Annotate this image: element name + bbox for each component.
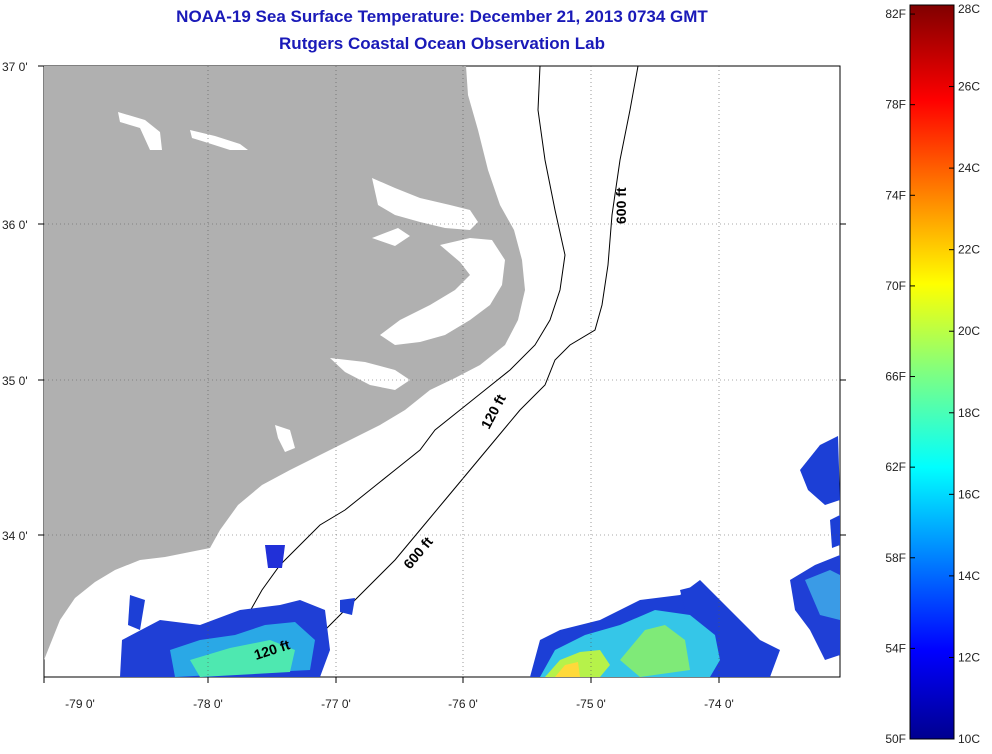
colorbar-celsius-label: 26C: [958, 80, 980, 94]
colorbar-celsius-label: 10C: [958, 732, 980, 746]
lon-label: -76 0': [448, 697, 478, 711]
colorbar-fahrenheit-label: 74F: [885, 188, 906, 202]
lon-label: -78 0': [193, 697, 223, 711]
neuse-river: [330, 358, 410, 390]
inland-lake-2: [190, 130, 248, 150]
lat-label: 34 0': [2, 529, 28, 543]
albemarle-sound: [372, 178, 478, 230]
colorbar: [909, 4, 955, 740]
colorbar-celsius-label: 24C: [958, 161, 980, 175]
map-subtitle: Rutgers Coastal Ocean Observation Lab: [279, 34, 605, 53]
colorbar-celsius-label: 14C: [958, 569, 980, 583]
sst-data-patches: [120, 436, 840, 677]
colorbar-ticks: [910, 4, 954, 740]
map-title: NOAA-19 Sea Surface Temperature: Decembe…: [176, 7, 708, 26]
lake-mattamuskeet: [372, 228, 410, 246]
colorbar-fahrenheit-label: 66F: [885, 370, 906, 384]
colorbar-celsius-label: 18C: [958, 406, 980, 420]
inland-lake-1: [118, 112, 162, 150]
colorbar-fahrenheit-label: 58F: [885, 551, 906, 565]
colorbar-fahrenheit-label: 50F: [885, 732, 906, 746]
lat-label: 35 0': [2, 374, 28, 388]
colorbar-fahrenheit-label: 62F: [885, 460, 906, 474]
contour-line-120ft: [209, 66, 566, 677]
lon-label: -75 0': [576, 697, 606, 711]
frame-ticks: [38, 65, 846, 683]
lat-label: 36 0': [2, 218, 28, 232]
colorbar-fahrenheit-label: 78F: [885, 98, 906, 112]
colorbar-celsius-label: 12C: [958, 650, 980, 664]
map-grid: [44, 66, 840, 677]
cape-fear-river: [275, 425, 295, 452]
lon-label: -77 0': [321, 697, 351, 711]
pamlico-sound: [380, 238, 505, 345]
colorbar-celsius-label: 22C: [958, 243, 980, 257]
lon-label: -74 0': [704, 697, 734, 711]
colorbar-celsius-labels: 28C 26C 24C 22C 20C 18C 16C 14C 12C 10C: [958, 2, 980, 746]
colorbar-fahrenheit-labels: 82F 78F 74F 70F 66F 62F 58F 54F 50F: [885, 7, 906, 746]
lat-label: 37 0': [2, 60, 28, 74]
colorbar-fahrenheit-label: 54F: [885, 641, 906, 655]
contour-label-top-600: 600 ft: [613, 187, 629, 224]
colorbar-fahrenheit-label: 70F: [885, 279, 906, 293]
colorbar-fahrenheit-label: 82F: [885, 7, 906, 21]
colorbar-celsius-label: 28C: [958, 2, 980, 16]
lon-label: -79 0': [65, 697, 95, 711]
colorbar-celsius-label: 16C: [958, 487, 980, 501]
colorbar-celsius-label: 20C: [958, 324, 980, 338]
